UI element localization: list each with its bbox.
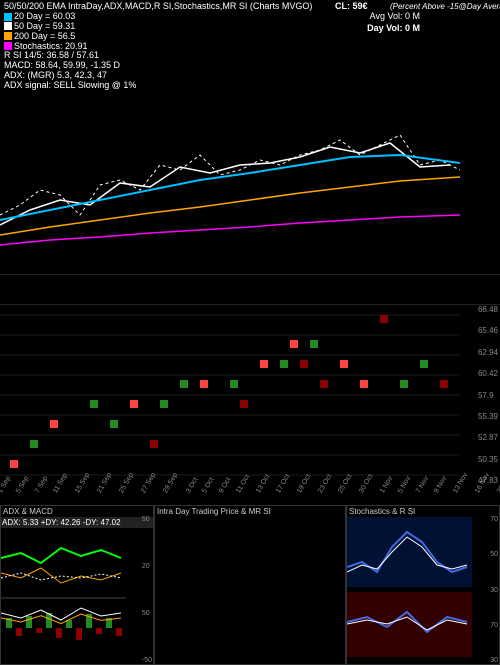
heatmap-y-axis: 68.4865.4662.9460.4257.955.3952.8750.354…: [478, 305, 498, 485]
adx-y-axis: 502050-50: [142, 516, 152, 664]
adx-macd-panel: ADX & MACD ADX: 5.33 +DY: 42.26 -DY: 47.…: [0, 505, 154, 665]
price-heatmap: 68.4865.4662.9460.4257.955.3952.8750.354…: [0, 305, 500, 485]
date-axis: 1 Sep5 Sep7 Sep11 Sep15 Sep21 Sep25 Sep2…: [0, 485, 500, 505]
chart-header: 50/50/200 EMA IntraDay,ADX,MACD,R SI,Sto…: [0, 0, 500, 93]
stoch-title: Stochastics & R SI: [347, 506, 499, 517]
avg-vol: Avg Vol: 0 M: [370, 12, 420, 22]
percent-label: (Percent Above -15@Day Average Last Week…: [390, 2, 500, 11]
day-vol: Day Vol: 0 M: [367, 24, 420, 34]
adx-title: ADX & MACD: [1, 506, 153, 517]
stoch-y-axis: 7050307030: [490, 516, 498, 664]
main-price-chart: [0, 95, 500, 275]
price-lines: [0, 95, 460, 275]
stochastics-panel: Stochastics & R SI 7050307030: [346, 505, 500, 665]
indicator-info: R SI 14/5: 36.58 / 57.61MACD: 58.64, 59.…: [4, 51, 496, 91]
title: 50/50/200 EMA IntraDay,ADX,MACD,R SI,Sto…: [4, 1, 312, 11]
adx-values: ADX: 5.33 +DY: 42.26 -DY: 47.02: [1, 517, 153, 528]
close-price: CL: 59€: [335, 1, 368, 11]
volume-chart: [0, 275, 500, 305]
stoch-lines: [347, 517, 472, 657]
intraday-title: Intra Day Trading Price & MR SI: [155, 506, 345, 517]
indicator-panels: ADX & MACD ADX: 5.33 +DY: 42.26 -DY: 47.…: [0, 505, 500, 665]
heatmap-cells: [0, 305, 460, 485]
intraday-panel: Intra Day Trading Price & MR SI: [154, 505, 346, 665]
legend: 20 Day = 60.0350 Day = 59.31200 Day = 56…: [4, 12, 496, 52]
adx-lines: [1, 528, 126, 658]
